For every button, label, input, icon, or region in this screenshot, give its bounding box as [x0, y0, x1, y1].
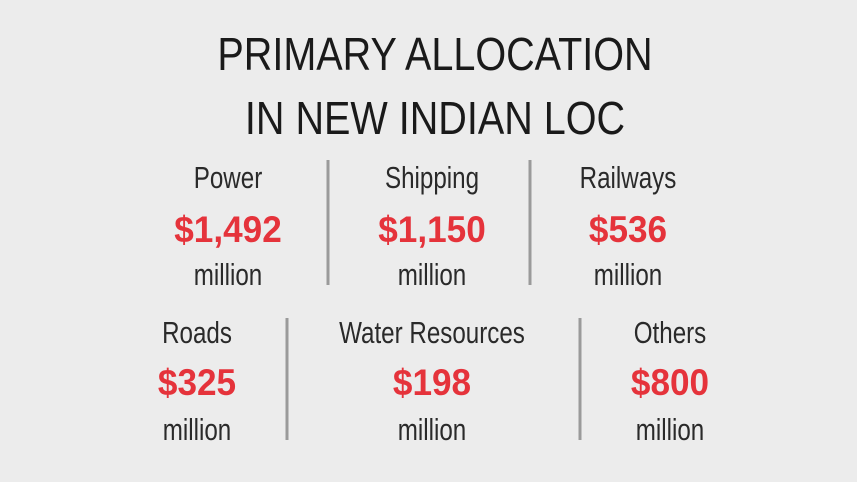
amount: $536: [589, 208, 667, 250]
title-line-group: PRIMARY ALLOCATION: [217, 29, 652, 80]
unit-group: million: [636, 412, 704, 447]
unit-group: million: [163, 412, 231, 447]
unit: million: [194, 257, 262, 292]
category-label: Roads: [162, 315, 232, 350]
amount-group: $1,150: [378, 208, 485, 250]
title-line: PRIMARY ALLOCATION: [217, 29, 652, 80]
category-label-group: Others: [634, 315, 707, 350]
category-label: Others: [634, 315, 707, 350]
unit: million: [398, 412, 466, 447]
category-label: Shipping: [385, 160, 479, 195]
amount: $198: [393, 361, 471, 403]
title-line-group: IN NEW INDIAN LOC: [245, 93, 625, 144]
category-label: Railways: [580, 160, 677, 195]
amount: $1,150: [378, 208, 485, 250]
unit: million: [398, 257, 466, 292]
amount-group: $198: [393, 361, 471, 403]
amount-group: $1,492: [174, 208, 281, 250]
category-label: Water Resources: [339, 315, 525, 350]
amount: $800: [631, 361, 709, 403]
unit-group: million: [594, 257, 662, 292]
category-label-group: Power: [194, 160, 262, 195]
title-line: IN NEW INDIAN LOC: [245, 93, 625, 144]
category-label-group: Railways: [580, 160, 677, 195]
unit: million: [594, 257, 662, 292]
amount-group: $536: [589, 208, 667, 250]
unit-group: million: [194, 257, 262, 292]
category-label-group: Water Resources: [339, 315, 525, 350]
amount: $325: [158, 361, 236, 403]
amount-group: $800: [631, 361, 709, 403]
amount: $1,492: [174, 208, 281, 250]
unit: million: [163, 412, 231, 447]
unit-group: million: [398, 257, 466, 292]
category-label-group: Shipping: [385, 160, 479, 195]
unit-group: million: [398, 412, 466, 447]
category-label-group: Roads: [162, 315, 232, 350]
category-label: Power: [194, 160, 262, 195]
amount-group: $325: [158, 361, 236, 403]
unit: million: [636, 412, 704, 447]
